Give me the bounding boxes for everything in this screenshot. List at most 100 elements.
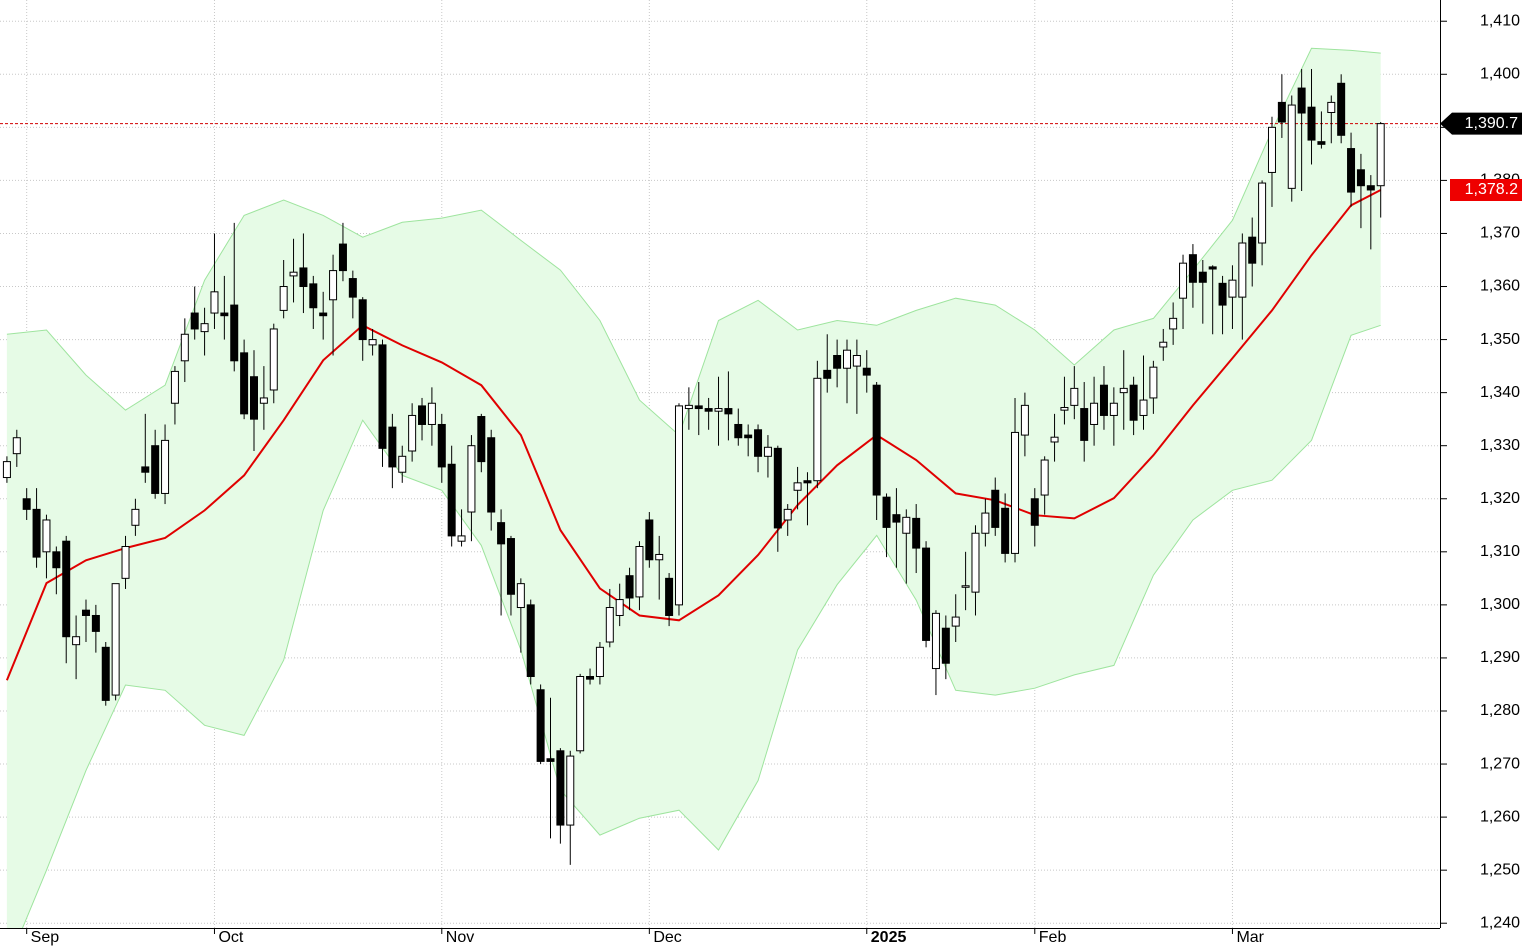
candle-body <box>1238 242 1247 298</box>
last-price-box <box>1440 112 1522 135</box>
candle-body <box>763 446 772 457</box>
candle-body <box>1020 404 1029 436</box>
y-tick-label: 1,400 <box>1480 66 1520 83</box>
last-price-label: 1,390.7 <box>1465 115 1518 132</box>
moving-average-price-label: 1,378.2 <box>1465 181 1518 198</box>
candle-body <box>259 397 268 404</box>
candle-body <box>595 646 604 678</box>
candle-body <box>250 376 259 420</box>
candle-body <box>556 750 565 826</box>
y-tick-label: 1,240 <box>1480 914 1520 931</box>
candle-body <box>684 404 693 410</box>
candle-body <box>131 508 140 526</box>
candle-body <box>329 270 338 301</box>
candle-body <box>536 689 545 762</box>
candle-body <box>477 416 486 463</box>
candle-body <box>1337 82 1346 136</box>
candle-body <box>101 646 110 701</box>
candle-body <box>497 522 506 545</box>
candle-body <box>487 437 496 513</box>
candle-body <box>1070 387 1079 406</box>
candle-body <box>635 546 644 598</box>
candle-body <box>1366 185 1375 191</box>
candle-body <box>843 349 852 369</box>
candle-body <box>625 575 634 599</box>
candle-body <box>319 312 328 317</box>
candle-body <box>12 437 21 455</box>
candle-body <box>586 676 595 680</box>
candle-body <box>872 384 881 496</box>
lower-band <box>21 324 1381 928</box>
candle-body <box>378 344 387 449</box>
candle-body <box>1080 408 1089 441</box>
y-tick-label: 1,270 <box>1480 755 1520 772</box>
candle-body <box>754 429 763 457</box>
x-tick-label: Oct <box>218 929 243 946</box>
y-tick-label: 1,250 <box>1480 861 1520 878</box>
candle-body <box>437 423 446 468</box>
candle-body <box>22 498 31 510</box>
candle-body <box>1149 366 1158 399</box>
x-tick-label: Sep <box>31 929 60 946</box>
candle-body <box>704 408 713 412</box>
candle-body <box>714 408 723 412</box>
candle-body <box>299 267 308 288</box>
candle-body <box>526 604 535 678</box>
candle-body <box>1099 384 1108 416</box>
candle-body <box>665 577 674 616</box>
candle-body <box>744 434 753 439</box>
candle-body <box>1198 271 1207 283</box>
y-tick-label: 1,260 <box>1480 808 1520 825</box>
candle-body <box>506 538 515 595</box>
candle-body <box>566 755 575 826</box>
candle-body <box>852 354 861 367</box>
candle-body <box>418 405 427 425</box>
candle-body <box>457 535 466 542</box>
candle-body <box>783 508 792 521</box>
candle-body <box>81 609 90 616</box>
candle-body <box>862 367 871 376</box>
y-tick-label: 1,290 <box>1480 649 1520 666</box>
plot-area <box>0 0 1440 928</box>
candle-body <box>1169 317 1178 330</box>
candle-body <box>309 283 318 309</box>
candle-body <box>1179 262 1188 299</box>
upper-band <box>6 47 1381 436</box>
candle-body <box>823 369 832 379</box>
candle-body <box>734 423 743 439</box>
band-area <box>6 48 1381 928</box>
candle-body <box>773 447 782 529</box>
y-tick-label: 1,280 <box>1480 702 1520 719</box>
candle-body <box>655 553 664 561</box>
candle-body <box>1218 282 1227 306</box>
moving-average-price-box <box>1450 178 1522 201</box>
candle-body <box>1129 384 1138 421</box>
x-tick-label: Nov <box>446 929 474 946</box>
candle-body <box>42 519 51 553</box>
candle-body <box>922 547 931 641</box>
candle-body <box>348 278 357 298</box>
candle-body <box>1040 459 1049 496</box>
candle-body <box>971 532 980 593</box>
candle-body <box>427 402 436 425</box>
candle-body <box>1119 387 1128 394</box>
y-tick-label: 1,310 <box>1480 543 1520 560</box>
candle-body <box>961 585 970 588</box>
candle-body <box>1347 148 1356 193</box>
candle-body <box>220 312 229 317</box>
candle-body <box>151 445 160 494</box>
x-tick-label: Feb <box>1039 929 1067 946</box>
candle-body <box>813 377 822 482</box>
y-tick-label: 1,330 <box>1480 437 1520 454</box>
candle-body <box>803 480 812 484</box>
candle-body <box>111 583 120 696</box>
candle-body <box>1258 182 1267 244</box>
candle-body <box>230 304 239 362</box>
candle-body <box>892 514 901 523</box>
candle-body <box>269 328 278 391</box>
candle-body <box>674 405 683 606</box>
candle-body <box>951 616 960 627</box>
candle-body <box>161 439 170 494</box>
